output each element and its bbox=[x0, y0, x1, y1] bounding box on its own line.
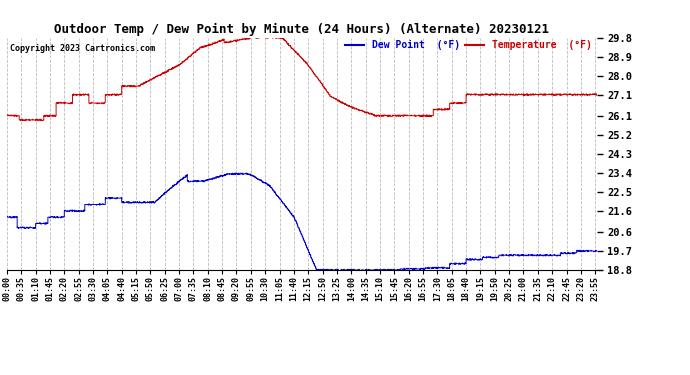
Legend: Dew Point  (°F), Temperature  (°F): Dew Point (°F), Temperature (°F) bbox=[345, 40, 592, 50]
Title: Outdoor Temp / Dew Point by Minute (24 Hours) (Alternate) 20230121: Outdoor Temp / Dew Point by Minute (24 H… bbox=[55, 23, 549, 36]
Text: Copyright 2023 Cartronics.com: Copyright 2023 Cartronics.com bbox=[10, 45, 155, 54]
